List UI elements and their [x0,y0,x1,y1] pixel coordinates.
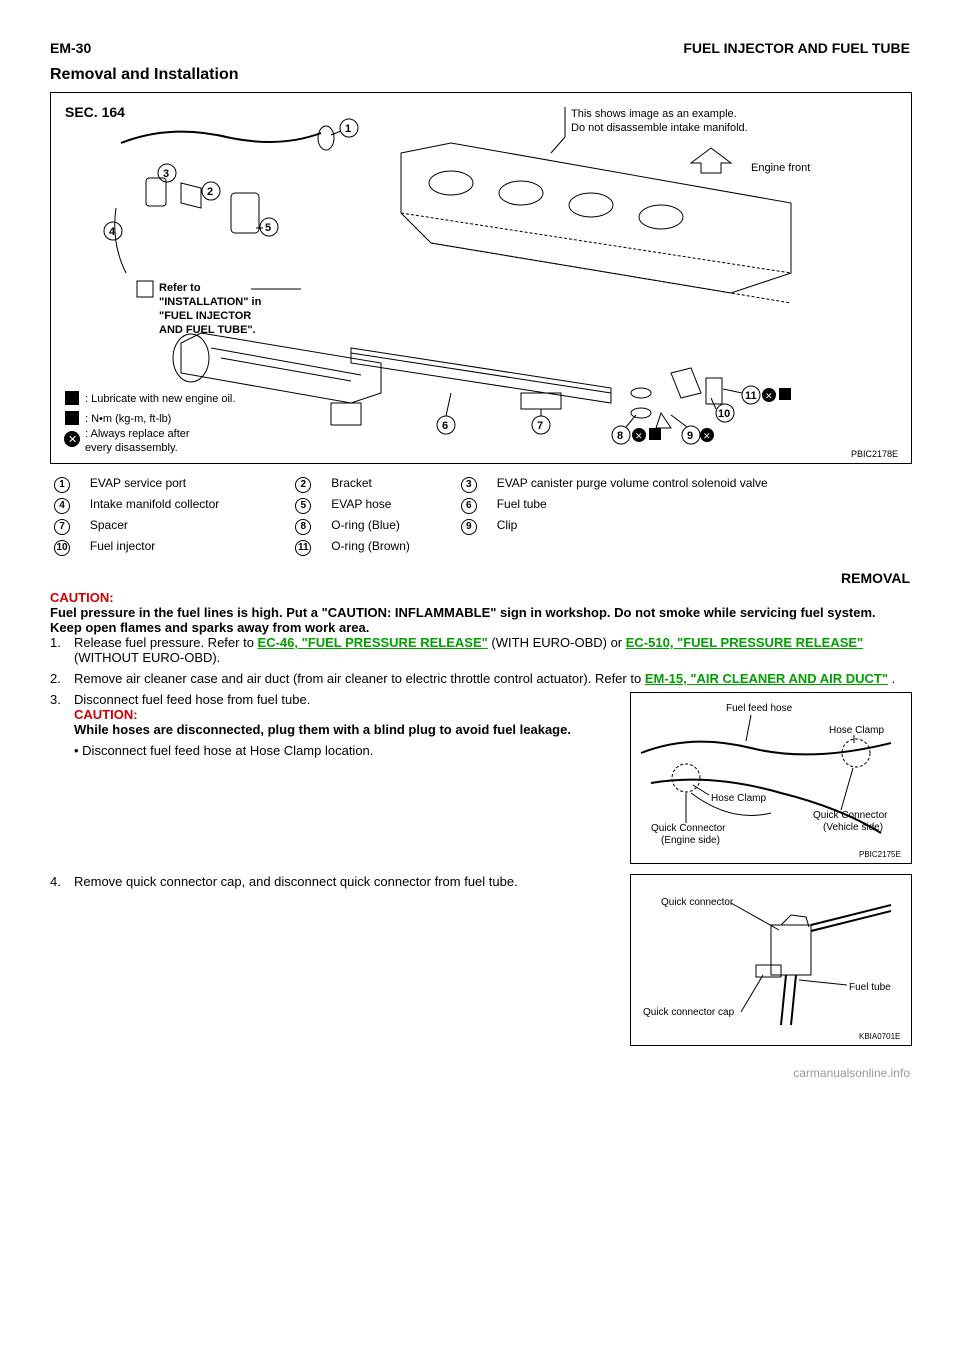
svg-text:Hose Clamp: Hose Clamp [829,725,884,736]
step3-caution-label: CAUTION: [74,707,138,722]
svg-text:PBIC2178E: PBIC2178E [851,449,898,459]
svg-text:4: 4 [109,226,116,238]
svg-text:AND FUEL TUBE".: AND FUEL TUBE". [159,324,256,336]
svg-text:✕: ✕ [703,431,711,441]
svg-text:8: 8 [617,430,623,442]
link-ec510[interactable]: EC-510, "FUEL PRESSURE RELEASE" [626,635,863,650]
svg-text:Hose Clamp: Hose Clamp [711,793,766,804]
main-caution: CAUTION: Fuel pressure in the fuel lines… [50,590,910,635]
diag-engine-front: Engine front [751,162,810,174]
caution-text: Fuel pressure in the fuel lines is high.… [50,605,876,635]
svg-text:Refer to: Refer to [159,282,201,294]
link-ec46[interactable]: EC-46, "FUEL PRESSURE RELEASE" [258,635,488,650]
svg-text:: Always replace after: : Always replace after [85,428,190,440]
svg-text:(Vehicle side): (Vehicle side) [823,822,883,833]
step3-bullet: • Disconnect fuel feed hose at Hose Clam… [74,743,620,758]
svg-text:every disassembly.: every disassembly. [85,442,178,454]
svg-text:Quick Connector: Quick Connector [651,823,726,834]
caution-label: CAUTION: [50,590,114,605]
diag-note-2: Do not disassemble intake manifold. [571,122,748,134]
svg-text:✕: ✕ [765,391,773,401]
svg-text:Quick connector: Quick connector [661,897,734,908]
watermark: carmanualsonline.info [50,1066,910,1080]
diag-section-label: SEC. 164 [65,104,125,120]
svg-text:"FUEL INJECTOR: "FUEL INJECTOR [159,310,251,322]
svg-text:(Engine side): (Engine side) [661,835,720,846]
main-exploded-diagram: SEC. 164 This shows image as an example.… [50,92,912,464]
svg-text:: Lubricate with new engine oi: : Lubricate with new engine oil. [85,393,235,405]
page-header: EM-30 FUEL INJECTOR AND FUEL TUBE [50,40,910,56]
diag-note-1: This shows image as an example. [571,108,737,120]
svg-text:2: 2 [207,186,213,198]
svg-text:: N•m (kg-m, ft-lb): : N•m (kg-m, ft-lb) [85,413,171,425]
header-right: FUEL INJECTOR AND FUEL TUBE [683,40,910,56]
quick-connector-diagram: Quick connector Quick connector cap Fuel… [630,874,912,1046]
step3-caution-text: While hoses are disconnected, plug them … [74,722,571,737]
svg-text:1: 1 [345,123,351,135]
step-2: 2. Remove air cleaner case and air duct … [50,671,910,686]
fuel-hose-diagram: Fuel feed hose Hose Clamp Hose Clamp Qui… [630,692,912,864]
svg-text:10: 10 [718,408,730,420]
step-1: 1. Release fuel pressure. Refer to EC-46… [50,635,910,665]
section-title: Removal and Installation [50,66,910,84]
header-left: EM-30 [50,40,91,56]
svg-text:PBIC2175E: PBIC2175E [859,850,901,859]
step-3: 3. Disconnect fuel feed hose from fuel t… [50,692,620,737]
svg-text:5: 5 [265,222,271,234]
svg-text:KBIA0701E: KBIA0701E [859,1032,900,1041]
step-4: 4. Remove quick connector cap, and disco… [50,874,620,889]
svg-text:11: 11 [745,390,757,402]
svg-text:7: 7 [537,420,543,432]
svg-text:Quick Connector: Quick Connector [813,810,888,821]
svg-text:✕: ✕ [635,431,643,441]
svg-text:9: 9 [687,430,693,442]
svg-text:Fuel tube: Fuel tube [849,982,891,993]
link-em15[interactable]: EM-15, "AIR CLEANER AND AIR DUCT" [645,671,888,686]
svg-text:3: 3 [163,168,169,180]
svg-text:"INSTALLATION" in: "INSTALLATION" in [159,296,262,308]
svg-text:6: 6 [442,420,448,432]
svg-text:⟳: ⟳ [140,285,149,296]
parts-list: 1EVAP service port 2Bracket 3EVAP canist… [50,474,910,558]
svg-text:✕: ✕ [68,434,77,446]
removal-title: REMOVAL [50,570,910,586]
svg-text:Quick connector cap: Quick connector cap [643,1007,735,1018]
svg-text:Fuel feed hose: Fuel feed hose [726,703,793,714]
